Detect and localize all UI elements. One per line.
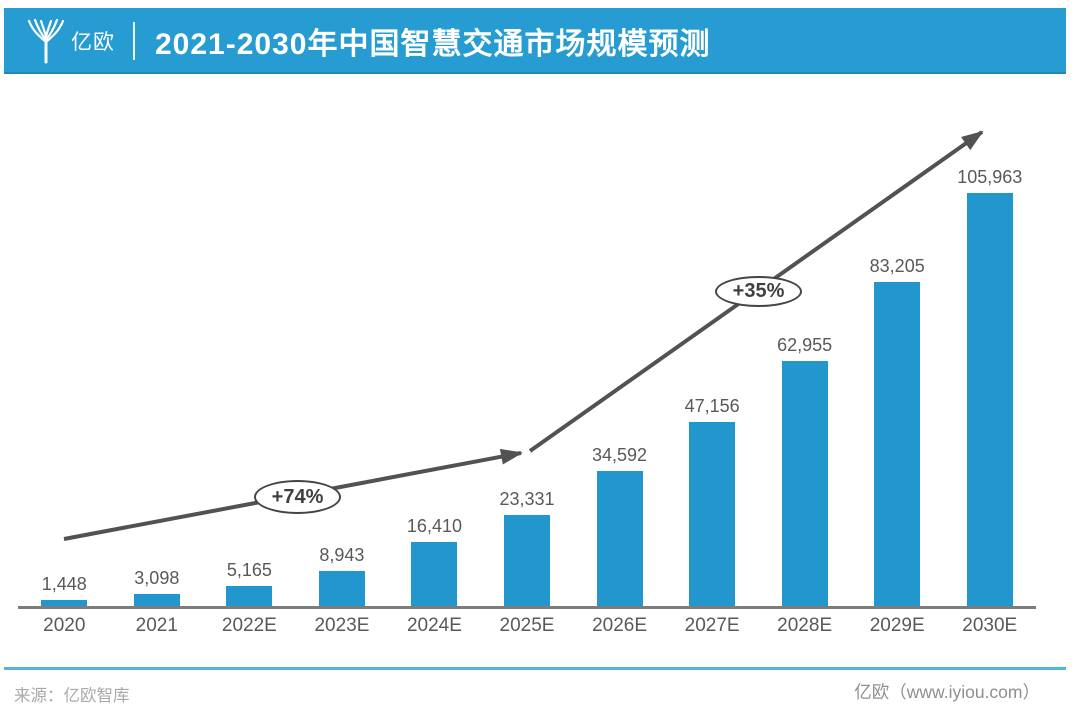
growth-annotation-35-label: +35%: [732, 280, 785, 302]
bar-value-label-2020: 1,448: [41, 574, 87, 595]
bar-column-2027E: 47,156: [666, 396, 759, 606]
x-axis-label-2029E: 2029E: [869, 615, 925, 636]
bar-2024E: [411, 542, 458, 606]
bar-2021: [133, 593, 180, 606]
bar-2026E: [596, 471, 643, 606]
bar-value-label-2024E: 16,410: [406, 516, 462, 536]
bar-column-2022E: 5,165: [203, 560, 296, 606]
brand-url: 亿欧（www.iyiou.com）: [854, 682, 1040, 702]
bar-value-label-2023E: 8,943: [319, 545, 365, 566]
bar-column-2021: 3,098: [111, 568, 204, 606]
bar-2023E: [318, 571, 365, 606]
x-axis-label-2022E: 2022E: [221, 615, 277, 636]
x-axis-label-2028E: 2028E: [777, 615, 833, 636]
bar-2030E: [966, 193, 1013, 606]
bar-2028E: [781, 360, 828, 606]
bar-column-2028E: 62,955: [758, 335, 851, 606]
bar-2022E: [226, 585, 273, 606]
bar-2029E: [874, 281, 921, 606]
x-axis-label-2020: 2020: [43, 615, 86, 636]
x-axis-label-2024E: 2024E: [406, 615, 462, 636]
x-axis-label-2027E: 2027E: [684, 615, 740, 636]
bar-value-label-2026E: 34,592: [592, 445, 648, 466]
bar-value-label-2022E: 5,165: [226, 559, 272, 580]
bar-column-2024E: 16,410: [388, 516, 481, 606]
x-axis-label-2025E: 2025E: [499, 615, 555, 636]
iyiou-sprout-logo-icon: [27, 18, 65, 64]
x-axis-labels: 2020 2021 2022E 2023E 2024E 2025E 2026E 2027E 20…: [18, 609, 1036, 637]
x-axis-label-2023E: 2023E: [314, 615, 370, 636]
x-axis-label-2030E: 2030E: [962, 615, 1018, 636]
bar-2020: [41, 600, 88, 606]
bar-column-2020: 1,448: [18, 574, 111, 606]
footer-divider-line: [4, 667, 1066, 670]
bar-value-label-2030E: 105,963: [957, 167, 1023, 187]
x-axis-label-2026E: 2026E: [592, 615, 648, 636]
growth-annotation-74: +74%: [254, 480, 341, 514]
bar-column-2025E: 23,331: [481, 489, 574, 606]
bar-value-label-2025E: 23,331: [499, 489, 555, 510]
brand-name: 亿欧: [71, 31, 115, 54]
x-axis-label-2021: 2021: [135, 615, 178, 636]
bar-column-2030E: 105,963: [943, 167, 1036, 606]
bar-chart-plot-area: 1,448 3,098 5,165 8,943 16,410 23,331 34,592 47…: [18, 120, 1036, 609]
growth-annotation-74-label: +74%: [271, 485, 324, 508]
bar-2027E: [689, 422, 736, 606]
bar-column-2026E: 34,592: [573, 445, 666, 606]
bar-value-label-2029E: 83,205: [869, 255, 925, 276]
bar-2025E: [504, 515, 550, 606]
header-divider: [133, 22, 135, 60]
bar-value-label-2021: 3,098: [134, 567, 180, 588]
growth-annotation-35: +35%: [715, 276, 802, 307]
bar-value-label-2027E: 47,156: [684, 396, 740, 417]
bar-column-2029E: 83,205: [851, 256, 944, 606]
page-title: 2021-2030年中国智慧交通市场规模预测: [155, 28, 711, 61]
header-banner: 亿欧 2021-2030年中国智慧交通市场规模预测: [4, 8, 1066, 74]
source-text: 来源：亿欧智库: [14, 687, 130, 705]
bar-column-2023E: 8,943: [296, 545, 389, 606]
bar-value-label-2028E: 62,955: [777, 334, 833, 355]
